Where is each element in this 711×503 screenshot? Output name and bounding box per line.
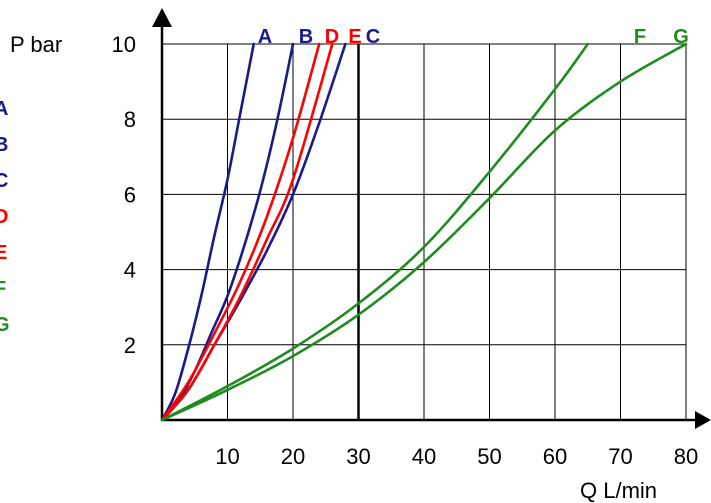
- curve-label-d: D: [325, 26, 339, 48]
- x-tick-label: 70: [608, 444, 632, 469]
- x-tick-label: 30: [346, 444, 370, 469]
- y-tick-label: 2: [124, 333, 136, 358]
- y-tick-label: 6: [124, 182, 136, 207]
- legend-entry-f: F: [0, 278, 6, 300]
- x-tick-label: 80: [674, 444, 698, 469]
- curve-label-a: A: [258, 26, 272, 48]
- series-lines: [160, 42, 688, 422]
- curve-label-e: E: [348, 26, 361, 48]
- legend-entry-g: G: [0, 314, 10, 336]
- series-line-f: [160, 42, 590, 422]
- curve-label-g: G: [673, 26, 689, 48]
- y-tick-label: 10: [112, 32, 136, 57]
- series-line-e: [160, 42, 334, 422]
- curve-label-c: C: [366, 26, 380, 48]
- x-tick-label: 60: [543, 444, 567, 469]
- x-tick-label: 40: [412, 444, 436, 469]
- y-tick-label: 8: [124, 107, 136, 132]
- series-line-c: [160, 42, 347, 422]
- legend-entry-c: C: [0, 170, 8, 192]
- x-axis-arrow: [695, 411, 711, 429]
- y-tick-label: 4: [124, 258, 136, 283]
- series-line-b: [160, 42, 295, 422]
- curve-label-b: B: [299, 26, 313, 48]
- series-line-a: [160, 42, 255, 422]
- tick-labels: 10 20 30 40 50 60 70 80 2 4 6 8 10: [112, 32, 699, 469]
- axes: [152, 8, 711, 429]
- legend-entry-a: A: [0, 98, 8, 120]
- curve-end-labels: A B C D E F G: [258, 26, 689, 48]
- y-axis-arrow: [152, 8, 172, 27]
- x-axis-label: Q L/min: [580, 478, 657, 503]
- legend-entry-e: E: [0, 242, 7, 264]
- x-tick-label: 20: [281, 444, 305, 469]
- y-axis-label: P bar: [10, 32, 62, 57]
- x-tick-label: 10: [215, 444, 239, 469]
- series-line-d: [160, 42, 321, 422]
- curve-label-f: F: [634, 26, 646, 48]
- legend-entry-d: D: [0, 206, 8, 228]
- grid-lines: [162, 43, 687, 420]
- x-tick-label: 50: [477, 444, 501, 469]
- legend-entry-b: B: [0, 134, 8, 156]
- series-line-g: [160, 42, 688, 422]
